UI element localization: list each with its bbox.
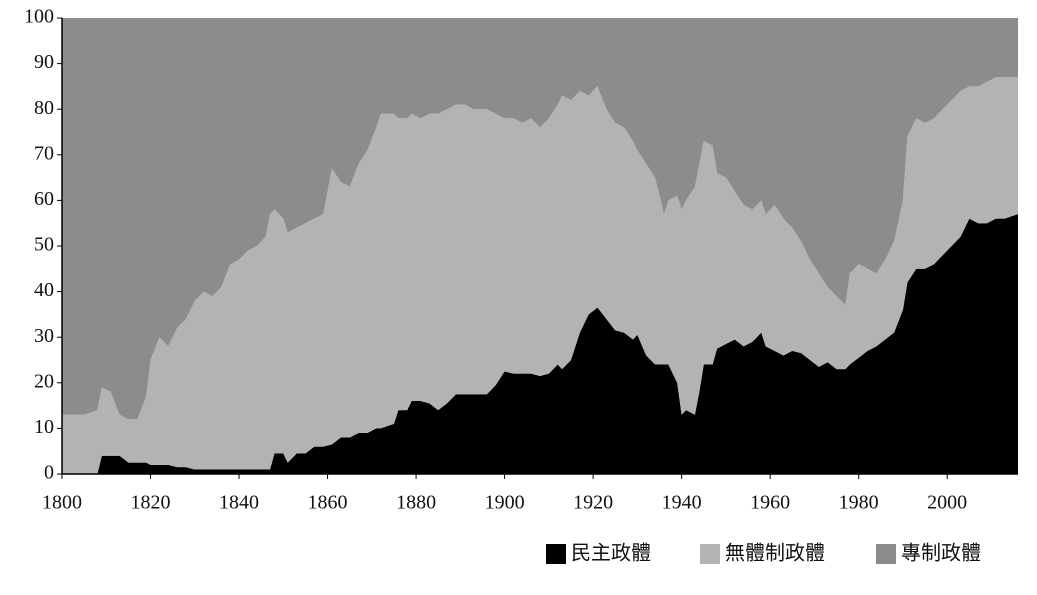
y-tick-label: 90	[34, 51, 54, 73]
y-tick-label: 30	[34, 325, 54, 347]
legend-swatch	[876, 544, 896, 564]
y-tick-label: 40	[34, 279, 54, 301]
y-tick-label: 60	[34, 188, 54, 210]
area	[62, 77, 1018, 474]
x-tick-label: 1840	[219, 492, 259, 514]
legend-swatch	[546, 544, 566, 564]
y-tick-label: 50	[34, 234, 54, 256]
x-tick-label: 1940	[662, 492, 702, 514]
x-tick-label: 1800	[42, 492, 82, 514]
x-tick-label: 1920	[573, 492, 613, 514]
area	[62, 214, 1018, 474]
legend-label: 無體制政體	[725, 542, 825, 565]
legend-swatch	[700, 544, 720, 564]
y-tick-label: 100	[24, 6, 54, 28]
y-tick-label: 20	[34, 370, 54, 392]
x-tick-label: 1880	[396, 492, 436, 514]
y-tick-label: 0	[44, 462, 54, 484]
x-tick-label: 2000	[927, 492, 967, 514]
y-tick-label: 70	[34, 142, 54, 164]
legend-label: 專制政體	[901, 542, 981, 565]
x-tick-label: 1900	[485, 492, 525, 514]
y-tick-label: 10	[34, 416, 54, 438]
legend-label: 民主政體	[571, 542, 651, 565]
x-tick-label: 1960	[750, 492, 790, 514]
area	[62, 18, 1018, 420]
x-tick-label: 1980	[839, 492, 879, 514]
y-tick-label: 80	[34, 97, 54, 119]
x-tick-label: 1820	[131, 492, 171, 514]
x-tick-label: 1860	[308, 492, 348, 514]
